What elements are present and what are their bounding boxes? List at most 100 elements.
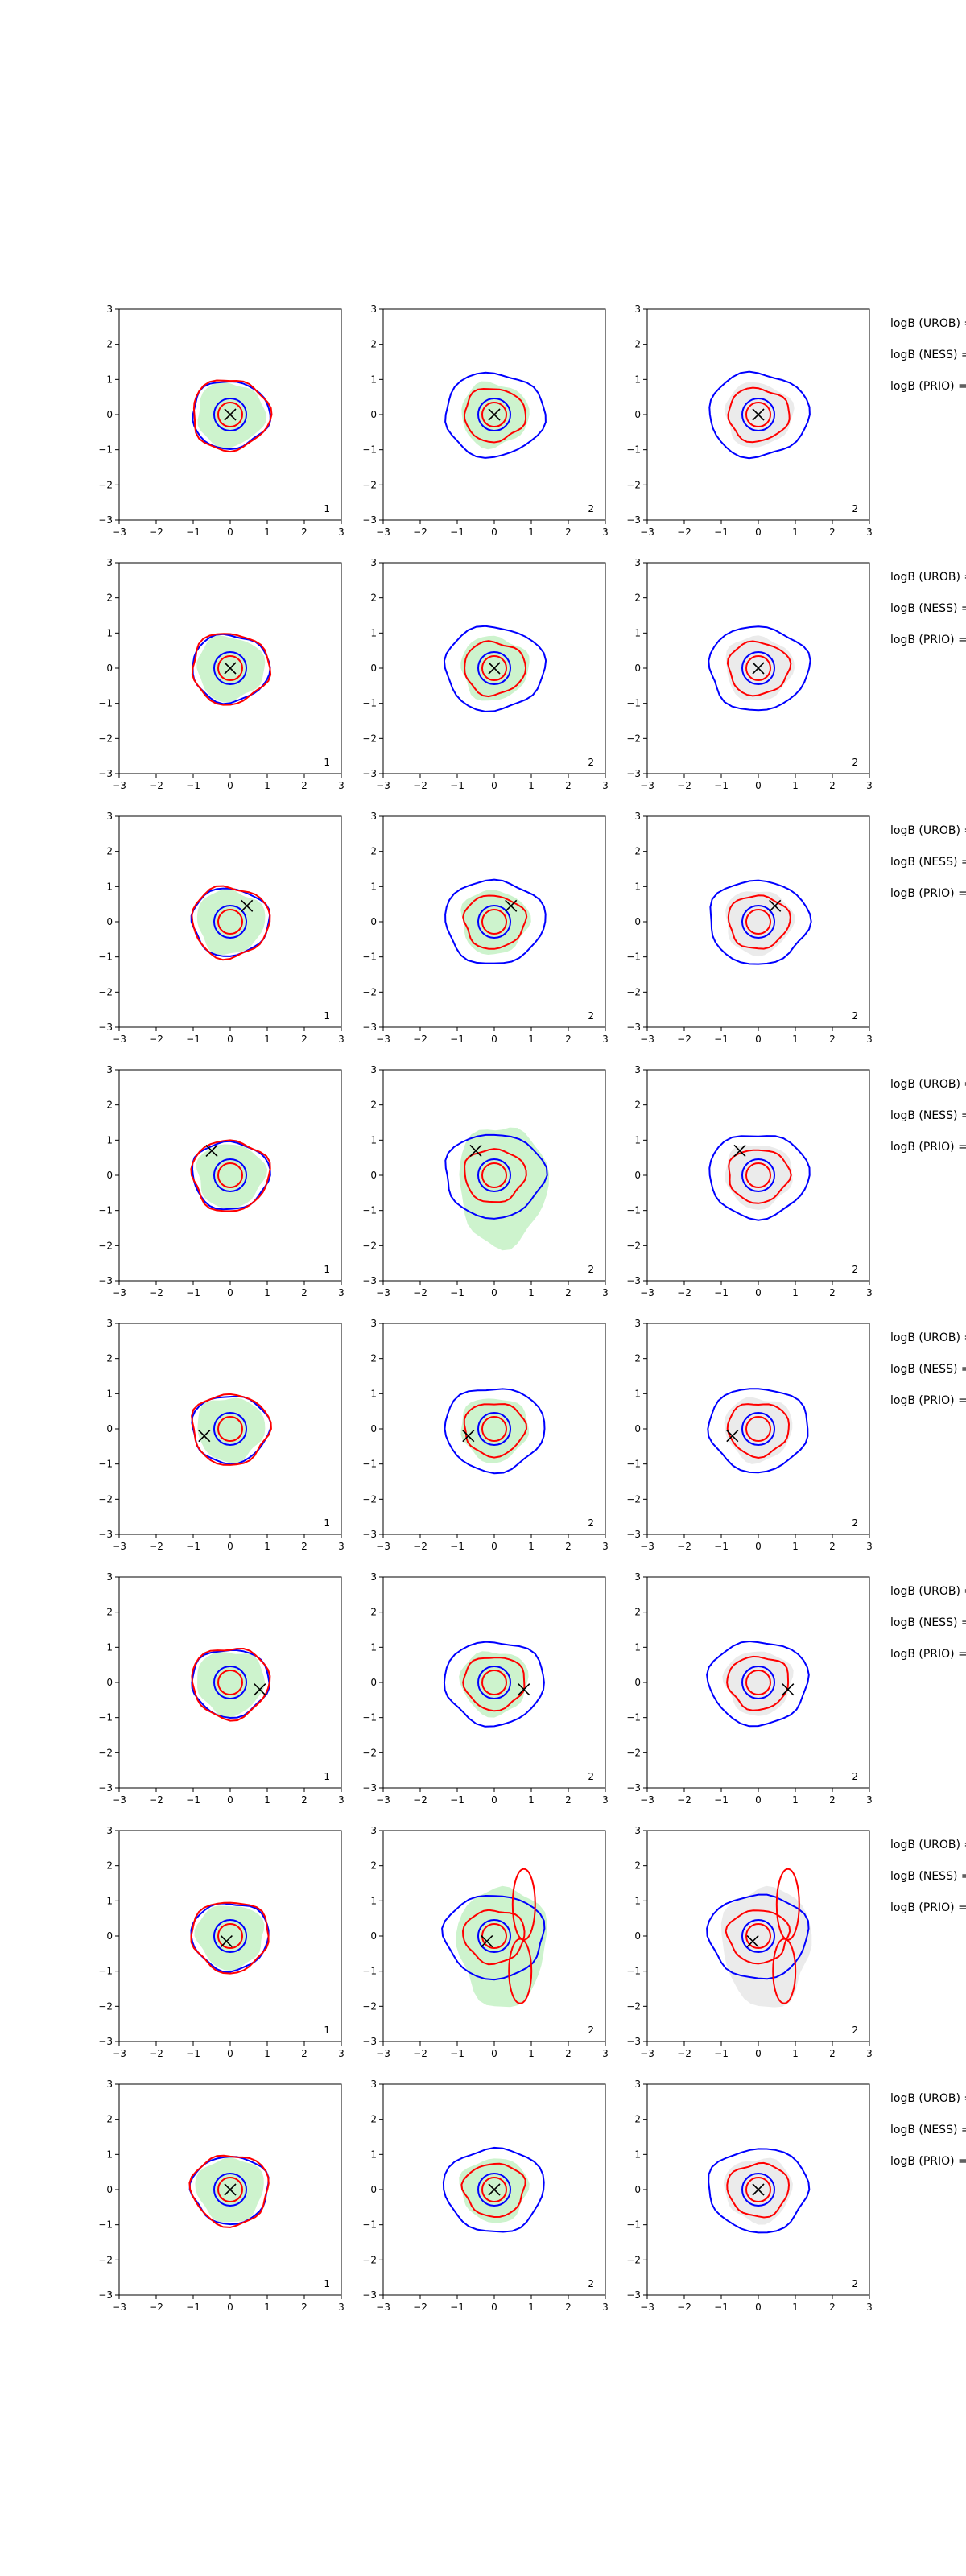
x-tick-label: 1 <box>528 1794 535 1806</box>
panel-r2-c2: −3−3 −2 −2 −1 −1 0 0 1 1 2 2 3 3 2 <box>362 557 609 791</box>
x-tick-label: −2 <box>149 526 163 538</box>
x-tick-label: 2 <box>565 2301 572 2313</box>
x-tick-label: 0 <box>755 1794 762 1806</box>
side-label: logB (UROB) = <box>890 824 966 837</box>
x-tick-label: 2 <box>301 1794 308 1806</box>
red-inner-contour <box>217 1923 243 1949</box>
y-tick-label: 0 <box>370 916 377 927</box>
red-inner-contour <box>481 402 507 427</box>
y-tick-label: −2 <box>362 1747 377 1758</box>
x-tick-label: −3 <box>112 1287 126 1298</box>
y-tick-label: 3 <box>370 2079 377 2090</box>
panel-r1-c1: −3−3 −2 −2 −1 −1 0 0 1 1 2 2 3 3 1 <box>98 303 345 538</box>
panel-r4-c1: −3−3 −2 −2 −1 −1 0 0 1 1 2 2 3 3 1 <box>98 1064 345 1298</box>
x-tick-label: 1 <box>792 1541 799 1552</box>
blue-inner-contour <box>741 1666 775 1699</box>
corner-label: 2 <box>588 757 594 768</box>
x-tick-label: −1 <box>450 1794 464 1806</box>
y-tick-label: 0 <box>370 1423 377 1435</box>
y-tick-label: 2 <box>370 1860 377 1872</box>
y-tick-label: −3 <box>362 2289 377 2301</box>
x-tick-label: 0 <box>755 1541 762 1552</box>
red-outer-contour <box>462 894 528 950</box>
blue-inner-contour <box>741 1919 775 1953</box>
x-tick-label: 1 <box>264 1541 270 1552</box>
y-tick-label: −3 <box>362 2036 377 2047</box>
side-label: logB (PRIO) = <box>890 1141 966 1154</box>
blue-inner-contour <box>477 651 511 685</box>
x-tick-label: 3 <box>602 1034 609 1045</box>
x-tick-label: −3 <box>112 780 126 791</box>
y-tick-label: −1 <box>362 1459 377 1470</box>
x-tick-label: 1 <box>528 526 535 538</box>
y-tick-label: 2 <box>634 592 641 604</box>
blue-outer-contour <box>444 878 547 964</box>
blue-outer-contour <box>444 371 547 459</box>
blue-outer-contour <box>443 1641 545 1728</box>
y-tick-label: −2 <box>362 733 377 744</box>
x-tick-label: 1 <box>792 526 799 538</box>
corner-label: 2 <box>588 1010 594 1022</box>
y-tick-label: 1 <box>370 1388 377 1399</box>
corner-label: 2 <box>852 503 858 514</box>
y-tick-label: −1 <box>362 1712 377 1724</box>
x-tick-label: −3 <box>112 1034 126 1045</box>
x-tick-label: 0 <box>755 1287 762 1298</box>
x-tick-label: −3 <box>376 1034 390 1045</box>
x-tick-label: −1 <box>714 1794 729 1806</box>
y-tick-label: 3 <box>106 303 113 315</box>
x-tick-label: −3 <box>640 526 654 538</box>
panel-r7-c3: −3−3 −2 −2 −1 −1 0 0 1 1 2 2 3 3 2 <box>626 1825 873 2059</box>
x-tick-label: −1 <box>714 780 729 791</box>
red-outer-contour <box>464 1148 527 1203</box>
y-tick-label: 3 <box>634 1571 641 1583</box>
y-tick-label: −2 <box>98 1493 113 1505</box>
density-fill <box>196 889 266 956</box>
x-tick-label: 0 <box>227 1287 233 1298</box>
marker-x <box>254 1683 266 1696</box>
blue-outer-contour <box>707 1388 809 1474</box>
red-outer-contour <box>463 1403 528 1459</box>
x-tick-label: −3 <box>640 1541 654 1552</box>
panel-r7-c1: −3−3 −2 −2 −1 −1 0 0 1 1 2 2 3 3 1 <box>98 1825 345 2059</box>
x-tick-label: 2 <box>301 2301 308 2313</box>
y-tick-label: −2 <box>98 479 113 490</box>
corner-label: 2 <box>852 2025 858 2036</box>
y-tick-label: 0 <box>370 1677 377 1688</box>
y-tick-label: 3 <box>370 1318 377 1329</box>
x-tick-label: −1 <box>186 1287 200 1298</box>
x-tick-label: 1 <box>528 2301 535 2313</box>
x-tick-label: 0 <box>491 2048 497 2059</box>
x-tick-label: −1 <box>714 2301 729 2313</box>
x-tick-label: −3 <box>376 1541 390 1552</box>
x-tick-label: 1 <box>792 1794 799 1806</box>
blue-inner-contour <box>477 2173 511 2207</box>
x-tick-label: 1 <box>264 780 270 791</box>
red-outer-contour <box>192 379 273 453</box>
marker-x <box>746 1934 759 1948</box>
red-outer-contour <box>190 1139 271 1212</box>
y-tick-label: −1 <box>98 1966 113 1977</box>
corner-label: 1 <box>324 757 330 768</box>
blue-inner-contour <box>477 1412 511 1446</box>
y-tick-label: 2 <box>370 1353 377 1364</box>
density-fill <box>725 635 795 700</box>
x-tick-label: −3 <box>640 2048 654 2059</box>
x-tick-label: 2 <box>301 526 308 538</box>
x-tick-label: −1 <box>714 526 729 538</box>
blue-inner-contour <box>213 651 247 685</box>
panel-r6-c2: −3−3 −2 −2 −1 −1 0 0 1 1 2 2 3 3 2 <box>362 1571 609 1806</box>
panel-r4-c3: −3−3 −2 −2 −1 −1 0 0 1 1 2 2 3 3 2 <box>626 1064 873 1298</box>
red-outer-contour <box>191 1393 272 1466</box>
x-tick-label: 2 <box>829 1287 836 1298</box>
y-tick-label: 3 <box>370 1825 377 1836</box>
x-tick-label: −3 <box>112 526 126 538</box>
x-tick-label: −1 <box>450 2048 464 2059</box>
x-tick-label: −1 <box>186 2301 200 2313</box>
y-tick-label: 2 <box>106 1607 113 1618</box>
x-tick-label: −1 <box>714 1541 729 1552</box>
x-tick-label: 3 <box>866 526 873 538</box>
x-tick-label: −1 <box>186 2048 200 2059</box>
side-label: logB (UROB) = <box>890 1839 966 1852</box>
x-tick-label: −1 <box>450 780 464 791</box>
